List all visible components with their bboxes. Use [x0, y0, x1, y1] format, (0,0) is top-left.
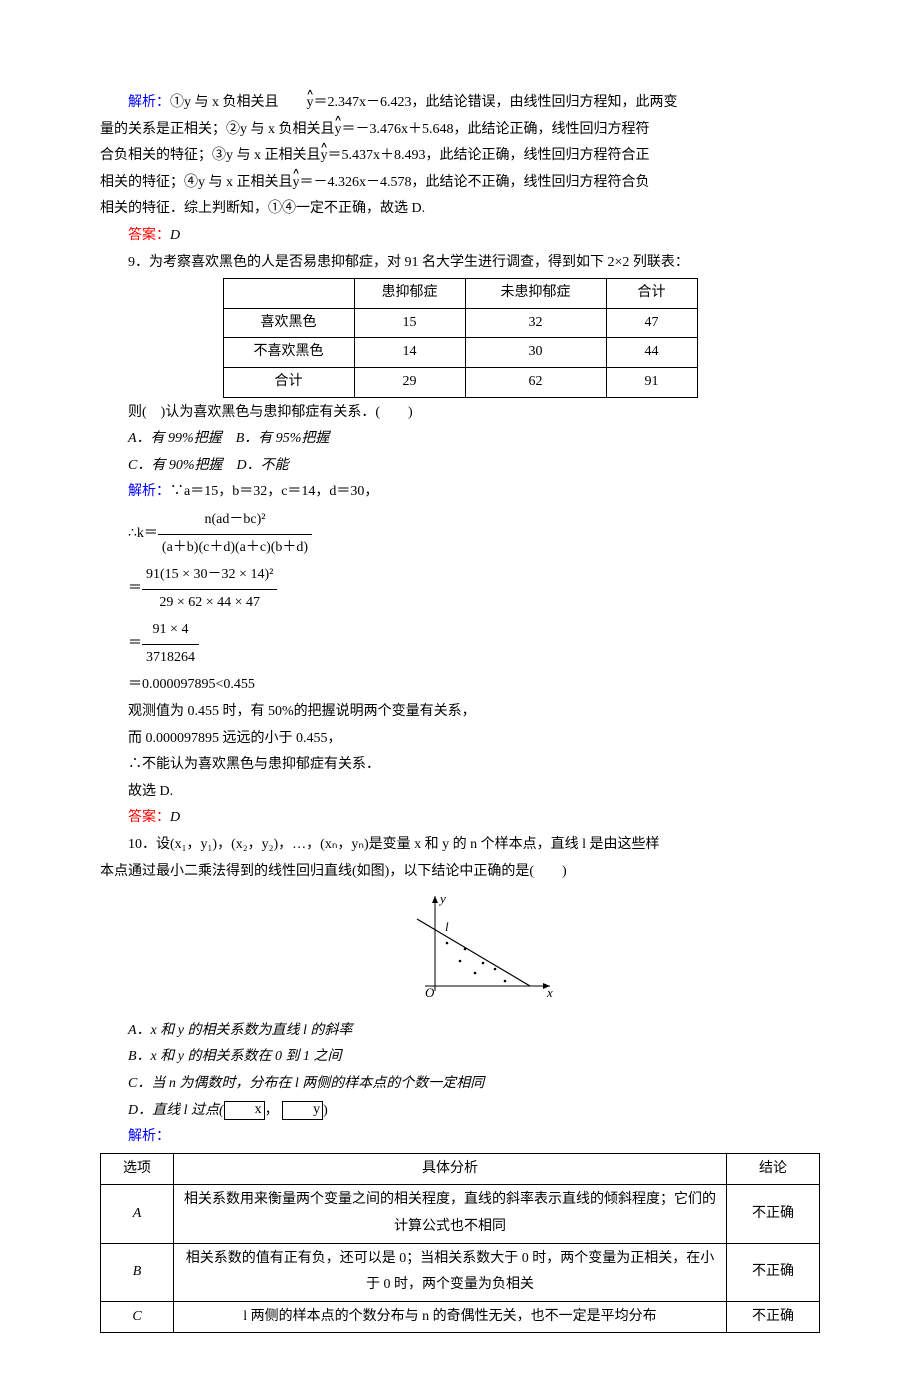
- q9-obs4: 故选 D.: [100, 779, 820, 806]
- q9-conclusion: 则( )认为喜欢黑色与患抑郁症有关系．( ): [100, 400, 820, 427]
- q10-optD: D．直线 l 过点(x， y): [100, 1098, 820, 1125]
- answer-label: 答案：: [128, 810, 170, 825]
- q8-answer: 答案：D: [100, 223, 820, 250]
- q10-stem1: 10．设(x₁，y₁)，(x₂，y₂)，…，(xₙ，yₙ)是变量 x 和 y 的…: [100, 832, 820, 859]
- q10-analysis-table: 选项 具体分析 结论 A 相关系数用来衡量两个变量之间的相关程度，直线的斜率表示…: [100, 1153, 820, 1334]
- table-row: 合计 29 62 91: [223, 367, 697, 397]
- q9-k-result: ＝0.000097895<0.455: [100, 672, 820, 699]
- y-hat: y: [335, 117, 342, 144]
- q9-k-eq3: ＝ 91 × 4 3718264: [100, 617, 820, 671]
- q9-k-eq1: ∴k＝ n(ad－bc)² (a＋b)(c＋d)(a＋c)(b＋d): [100, 507, 820, 561]
- y-bar: y: [282, 1101, 323, 1120]
- q9-options-ab: A．有 99%把握 B．有 95%把握: [100, 426, 820, 453]
- answer-label: 答案：: [128, 228, 170, 243]
- q8-line3: 合负相关的特征；③y 与 x 正相关且y＝5.437x＋8.493，此结论正确，…: [100, 143, 820, 170]
- q10-optB: B．x 和 y 的相关系数在 0 到 1 之间: [100, 1044, 820, 1071]
- q9-contingency-table: 患抑郁症 未患抑郁症 合计 喜欢黑色 15 32 47 不喜欢黑色 14 30 …: [223, 278, 698, 397]
- table-row: 患抑郁症 未患抑郁症 合计: [223, 279, 697, 309]
- answer-value: D: [170, 810, 180, 825]
- svg-text:O: O: [425, 985, 435, 1000]
- analysis-label: 解析：: [128, 95, 170, 110]
- svg-text:x: x: [546, 985, 553, 1000]
- q9-answer: 答案：D: [100, 805, 820, 832]
- analysis-label: 解析：: [128, 484, 170, 499]
- table-row: A 相关系数用来衡量两个变量之间的相关程度，直线的斜率表示直线的倾斜程度；它们的…: [101, 1185, 820, 1243]
- q9-options-cd: C．有 90%把握 D．不能: [100, 453, 820, 480]
- svg-text:y: y: [438, 891, 446, 906]
- table-row: 不喜欢黑色 14 30 44: [223, 338, 697, 368]
- q9-obs3: ∴不能认为喜欢黑色与患抑郁症有关系．: [100, 752, 820, 779]
- table-row: B 相关系数的值有正有负，还可以是 0；当相关系数大于 0 时，两个变量为正相关…: [101, 1243, 820, 1301]
- fraction: 91 × 4 3718264: [142, 617, 199, 671]
- y-hat: y: [279, 90, 314, 117]
- q8-line2: 量的关系是正相关；②y 与 x 负相关且y＝－3.476x＋5.648，此结论正…: [100, 117, 820, 144]
- q9-analysis-start: 解析：∵a＝15，b＝32，c＝14，d＝30，: [100, 479, 820, 506]
- y-hat: y: [321, 143, 328, 170]
- q10-optA: A．x 和 y 的相关系数为直线 l 的斜率: [100, 1018, 820, 1045]
- y-hat: y: [293, 170, 300, 197]
- table-row: C l 两侧的样本点的个数分布与 n 的奇偶性无关，也不一定是平均分布 不正确: [101, 1301, 820, 1333]
- fraction: 91(15 × 30－32 × 14)² 29 × 62 × 44 × 47: [142, 562, 277, 616]
- q8-line4: 相关的特征；④y 与 x 正相关且y＝－4.326x－4.578，此结论不正确，…: [100, 170, 820, 197]
- table-row: 选项 具体分析 结论: [101, 1153, 820, 1185]
- q9-obs1: 观测值为 0.455 时，有 50%的把握说明两个变量有关系，: [100, 699, 820, 726]
- x-bar: x: [224, 1101, 265, 1120]
- svg-text:l: l: [445, 919, 449, 934]
- q8-line5: 相关的特征．综上判断知，①④一定不正确，故选 D.: [100, 196, 820, 223]
- table-row: 喜欢黑色 15 32 47: [223, 308, 697, 338]
- q10-analysis-label: 解析：: [100, 1124, 820, 1151]
- q9-stem: 9．为考察喜欢黑色的人是否易患抑郁症，对 91 名大学生进行调查，得到如下 2×…: [100, 250, 820, 277]
- q8-analysis: 解析：①y 与 x 负相关且y＝2.347x－6.423，此结论错误，由线性回归…: [100, 90, 820, 117]
- q10-figure: x y O l: [100, 891, 820, 1012]
- q9-k-eq2: ＝ 91(15 × 30－32 × 14)² 29 × 62 × 44 × 47: [100, 562, 820, 616]
- q9-obs2: 而 0.000097895 远远的小于 0.455，: [100, 726, 820, 753]
- answer-value: D: [170, 228, 180, 243]
- q10-stem2: 本点通过最小二乘法得到的线性回归直线(如图)，以下结论中正确的是( ): [100, 859, 820, 886]
- regression-line-plot: x y O l: [365, 891, 555, 1001]
- q10-optC: C．当 n 为偶数时，分布在 l 两侧的样本点的个数一定相同: [100, 1071, 820, 1098]
- fraction: n(ad－bc)² (a＋b)(c＋d)(a＋c)(b＋d): [158, 507, 312, 561]
